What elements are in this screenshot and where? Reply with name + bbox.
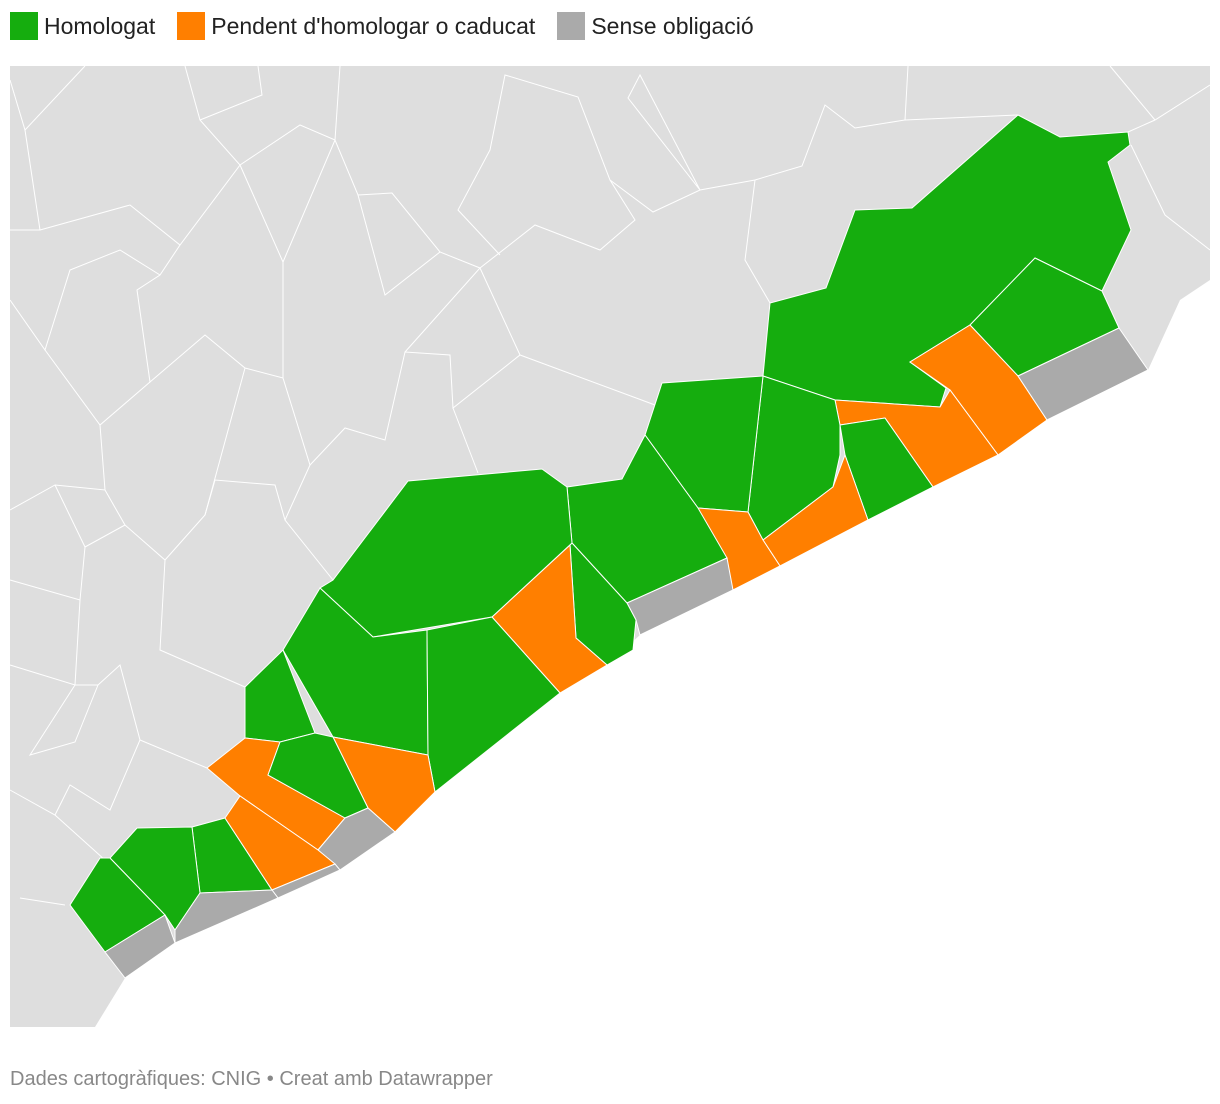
legend-label: Sense obligació [591, 12, 754, 39]
region [317, 807, 396, 871]
legend-label: Pendent d'homologar o caducat [211, 12, 536, 39]
credit: • Creat amb Datawrapper [266, 1068, 493, 1090]
legend-item: Pendent d'homologar o caducat [177, 12, 535, 40]
source: Dades cartogràfiques: CNIG [10, 1068, 262, 1090]
region [174, 889, 279, 944]
region [104, 914, 176, 979]
region [839, 417, 934, 521]
region [1017, 327, 1149, 421]
legend-swatch [10, 12, 38, 40]
legend-item: Homologat [10, 12, 155, 40]
legend-item: Sense obligació [557, 12, 754, 40]
borders [9, 65, 1211, 906]
region [224, 795, 336, 891]
legend-label: Homologat [44, 12, 156, 39]
region [426, 616, 561, 793]
legend: Homologat Pendent d'homologar o caducat Se… [10, 12, 754, 40]
footer: Dades cartogràfiques: CNIG • Creat amb D… [10, 1068, 493, 1091]
legend-swatch [177, 12, 206, 40]
legend-swatch [557, 12, 586, 40]
regions [69, 114, 1149, 979]
